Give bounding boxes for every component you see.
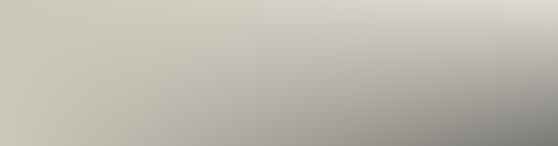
Text: Despite the fact that 100% of a controlled subsidiary's assets
and liabilities a: Despite the fact that 100% of a controll… bbox=[14, 4, 495, 102]
